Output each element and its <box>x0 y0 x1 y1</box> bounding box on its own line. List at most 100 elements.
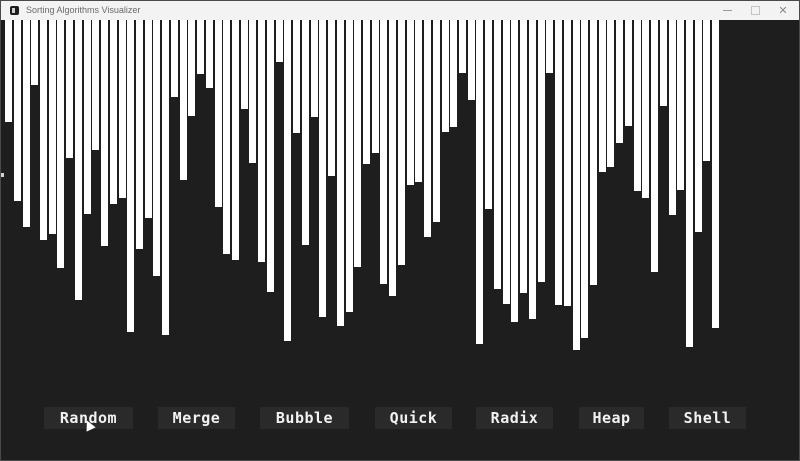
bar <box>293 20 301 133</box>
bar <box>144 20 152 218</box>
bar <box>703 20 711 161</box>
bar <box>5 20 12 122</box>
bar <box>555 20 562 305</box>
bar <box>415 20 423 182</box>
maximize-icon <box>750 6 760 15</box>
bar <box>432 20 440 222</box>
maximize-button[interactable] <box>741 1 769 20</box>
bar <box>493 20 501 289</box>
bar <box>214 20 222 207</box>
shell-button[interactable]: Shell <box>669 407 746 429</box>
bar <box>136 20 143 249</box>
bar <box>502 20 510 304</box>
bar <box>92 20 100 150</box>
bar <box>633 20 641 191</box>
bar <box>31 20 39 85</box>
bar <box>528 20 536 319</box>
bar <box>511 20 519 322</box>
bar <box>232 20 239 260</box>
bar <box>581 20 589 338</box>
bar <box>275 20 283 62</box>
bar <box>310 20 318 117</box>
random-button[interactable]: Random <box>44 407 133 429</box>
close-button[interactable]: ✕ <box>769 1 797 20</box>
bar <box>459 20 466 73</box>
minimize-icon <box>722 10 732 11</box>
bar <box>659 20 667 106</box>
bar <box>677 20 685 190</box>
bar <box>354 20 362 267</box>
bar <box>485 20 493 209</box>
bar <box>476 20 484 344</box>
bar <box>589 20 597 285</box>
bar <box>616 20 624 143</box>
bar <box>109 20 117 204</box>
visualizer-canvas: Random Merge Bubble Quick Radix Heap She… <box>1 20 799 460</box>
bar <box>48 20 56 234</box>
bar <box>607 20 615 167</box>
bar <box>162 20 170 335</box>
bar <box>153 20 161 276</box>
merge-button[interactable]: Merge <box>158 407 235 429</box>
app-icon <box>10 6 19 15</box>
bar <box>441 20 449 132</box>
bar <box>563 20 571 306</box>
bar <box>301 20 309 245</box>
bar <box>13 20 21 201</box>
bar <box>467 20 475 100</box>
bar <box>406 20 414 185</box>
bar <box>450 20 458 127</box>
radix-button[interactable]: Radix <box>476 407 553 429</box>
bar <box>179 20 187 180</box>
bar <box>258 20 266 262</box>
window-title: Sorting Algorithms Visualizer <box>26 5 141 15</box>
bar <box>83 20 91 214</box>
bar <box>188 20 196 116</box>
bar <box>319 20 327 317</box>
bar <box>537 20 545 282</box>
bar <box>520 20 528 293</box>
bar <box>197 20 205 74</box>
bar <box>22 20 30 227</box>
minimize-button[interactable] <box>713 1 741 20</box>
title-bar[interactable]: Sorting Algorithms Visualizer ✕ <box>1 1 799 20</box>
bar <box>694 20 702 232</box>
bar <box>651 20 658 272</box>
bar <box>345 20 353 312</box>
bubble-button[interactable]: Bubble <box>260 407 349 429</box>
bar <box>101 20 108 246</box>
algorithm-controls: Random Merge Bubble Quick Radix Heap She… <box>1 405 799 435</box>
bar <box>39 20 47 240</box>
bar <box>371 20 379 153</box>
close-icon: ✕ <box>778 4 788 17</box>
bar <box>127 20 135 332</box>
bar <box>336 20 344 326</box>
bar <box>74 20 82 300</box>
bar <box>642 20 650 198</box>
bar <box>668 20 676 215</box>
bar <box>397 20 405 265</box>
bar <box>572 20 580 350</box>
bar <box>328 20 335 176</box>
quick-button[interactable]: Quick <box>375 407 452 429</box>
bar <box>57 20 65 268</box>
bar <box>170 20 178 97</box>
bar <box>362 20 370 164</box>
bar <box>118 20 126 198</box>
bar <box>240 20 248 109</box>
bar <box>712 20 720 328</box>
heap-button[interactable]: Heap <box>579 407 644 429</box>
bar <box>380 20 388 284</box>
bars-container <box>1 20 799 460</box>
bar <box>598 20 606 172</box>
bar <box>546 20 554 73</box>
bar <box>685 20 693 347</box>
bar <box>284 20 292 341</box>
bar <box>205 20 213 88</box>
bar <box>389 20 397 296</box>
bar <box>424 20 431 237</box>
bar <box>66 20 74 158</box>
edge-marker <box>1 173 4 177</box>
bar <box>266 20 274 292</box>
